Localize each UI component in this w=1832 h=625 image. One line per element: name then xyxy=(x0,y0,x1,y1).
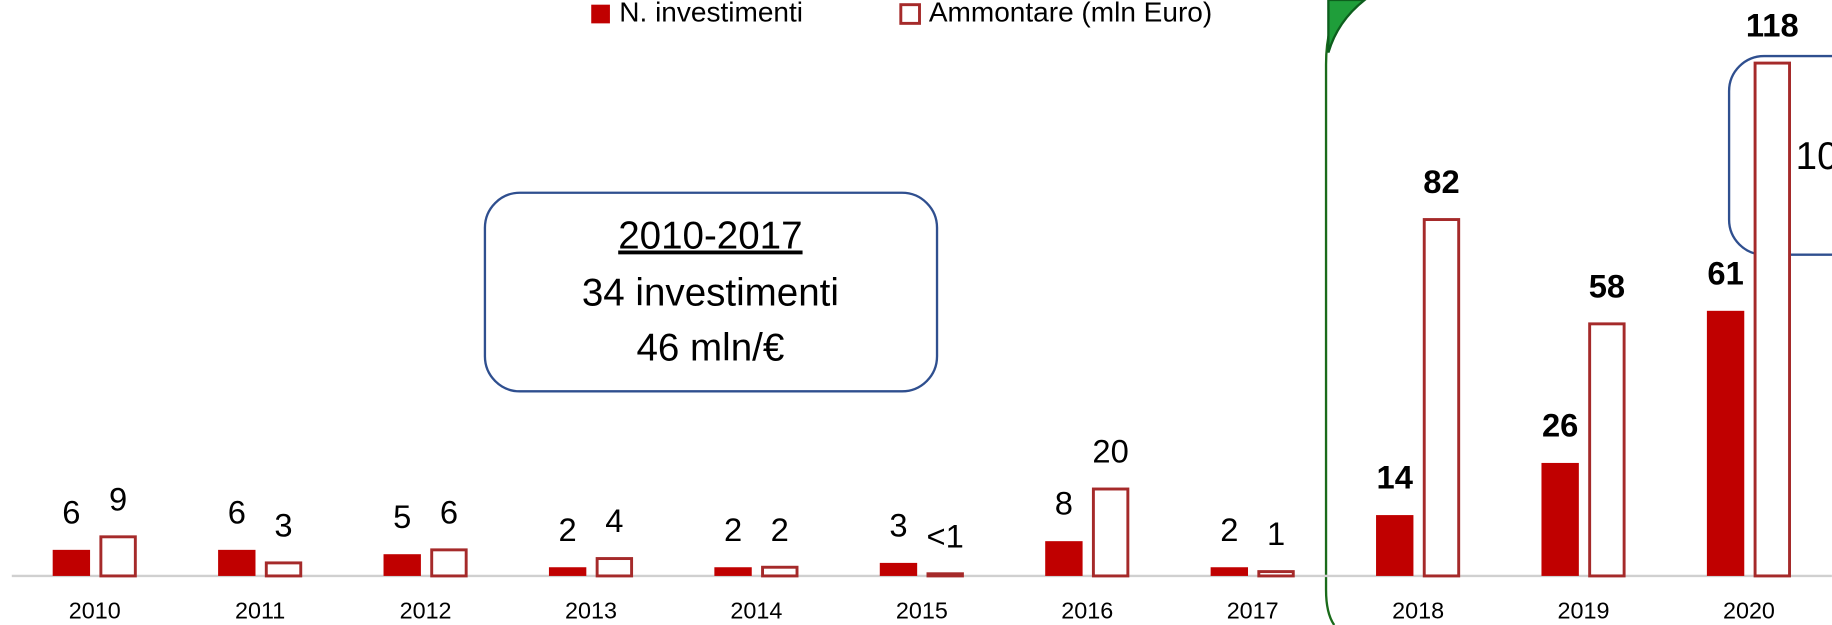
x-tick-label: 2012 xyxy=(400,597,452,623)
value-label: 3 xyxy=(889,506,907,543)
bar xyxy=(1588,322,1626,578)
value-label: 2 xyxy=(771,511,789,548)
bar xyxy=(383,554,421,576)
bar xyxy=(595,557,634,578)
value-label: 14 xyxy=(1377,459,1414,496)
value-label: 58 xyxy=(1589,267,1625,304)
legend-label: N. investimenti xyxy=(619,0,803,27)
value-label: 2 xyxy=(1220,511,1238,548)
bar xyxy=(548,567,587,576)
x-tick-label: 2015 xyxy=(896,597,948,623)
bar xyxy=(264,561,303,578)
value-label: <1 xyxy=(927,517,964,554)
value-label: 6 xyxy=(440,493,458,530)
bar xyxy=(430,548,468,578)
value-label: 4 xyxy=(605,502,623,539)
value-label: 5 xyxy=(393,498,411,535)
value-label: 82 xyxy=(1423,163,1459,200)
value-label: 26 xyxy=(1542,407,1578,444)
value-label: 8 xyxy=(1055,485,1073,522)
annotation-box xyxy=(483,191,939,393)
legend-label: Ammontare (mln Euro) xyxy=(929,0,1212,27)
x-tick-label: 2016 xyxy=(1061,597,1113,623)
x-tick-label: 2017 xyxy=(1227,597,1279,623)
bar xyxy=(1257,570,1295,578)
bar xyxy=(1045,541,1083,576)
bar xyxy=(1091,487,1130,578)
bar xyxy=(1210,567,1249,576)
value-label: 2 xyxy=(724,511,742,548)
bar xyxy=(1422,218,1461,578)
value-label: 20 xyxy=(1092,433,1128,470)
bar xyxy=(1753,61,1791,578)
legend-swatch xyxy=(899,3,921,25)
bar xyxy=(926,572,964,578)
x-tick-label: 2013 xyxy=(565,597,617,623)
legend-swatch xyxy=(591,4,610,24)
x-tick-label: 2014 xyxy=(730,597,782,623)
value-label: 1 xyxy=(1267,515,1285,552)
value-label: 9 xyxy=(109,480,127,517)
value-label: 6 xyxy=(62,493,80,530)
x-tick-label: 2010 xyxy=(69,597,121,623)
value-label: 6 xyxy=(228,493,246,530)
annotation-line: 46 mln/€ xyxy=(636,327,784,370)
x-tick-label: 2018 xyxy=(1392,597,1444,623)
bar xyxy=(1706,310,1745,576)
bar xyxy=(879,562,918,576)
bar xyxy=(1541,462,1579,576)
annotation-line: 10 xyxy=(1796,135,1832,178)
annotation-line: 34 investimenti xyxy=(582,272,839,315)
bar xyxy=(714,567,752,576)
value-label: 2 xyxy=(559,511,577,548)
value-label: 3 xyxy=(274,506,292,543)
highlight-region xyxy=(1324,0,1345,625)
bar xyxy=(761,565,799,578)
bar xyxy=(99,535,137,578)
x-tick-label: 2011 xyxy=(235,597,285,623)
bar xyxy=(52,549,91,576)
bar xyxy=(218,549,256,576)
value-label: 61 xyxy=(1707,254,1743,291)
x-tick-label: 2019 xyxy=(1558,597,1610,623)
x-tick-label: 2020 xyxy=(1723,597,1775,623)
value-label: 118 xyxy=(1746,7,1799,44)
highlight-shape xyxy=(1327,0,1367,53)
bar xyxy=(1376,515,1414,576)
annotation-title: 2010-2017 xyxy=(618,215,802,258)
